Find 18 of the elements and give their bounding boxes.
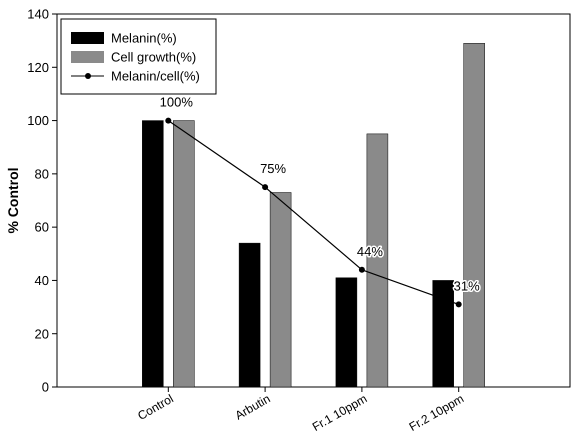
y-tick-label: 20 — [34, 326, 49, 342]
point — [165, 118, 172, 124]
point — [262, 184, 268, 190]
y-tick-label: 0 — [42, 380, 49, 395]
y-tick-label: 60 — [34, 220, 49, 235]
data-label: 100% — [160, 94, 194, 110]
y-tick-label: 100 — [27, 113, 49, 128]
legend-label: Cell growth(%) — [111, 50, 196, 65]
point — [456, 301, 462, 308]
y-axis-title: % Control — [5, 167, 21, 234]
y-tick-label: 140 — [27, 6, 49, 22]
y-tick-label: 120 — [27, 60, 49, 75]
point — [358, 266, 365, 273]
y-tick-label: 80 — [34, 166, 49, 182]
data-label: 75% — [260, 161, 287, 176]
legend-label: Melanin(%) — [111, 30, 177, 46]
y-tick-label: 40 — [34, 272, 49, 288]
legend-label: Melanin/cell(%) — [111, 68, 200, 84]
